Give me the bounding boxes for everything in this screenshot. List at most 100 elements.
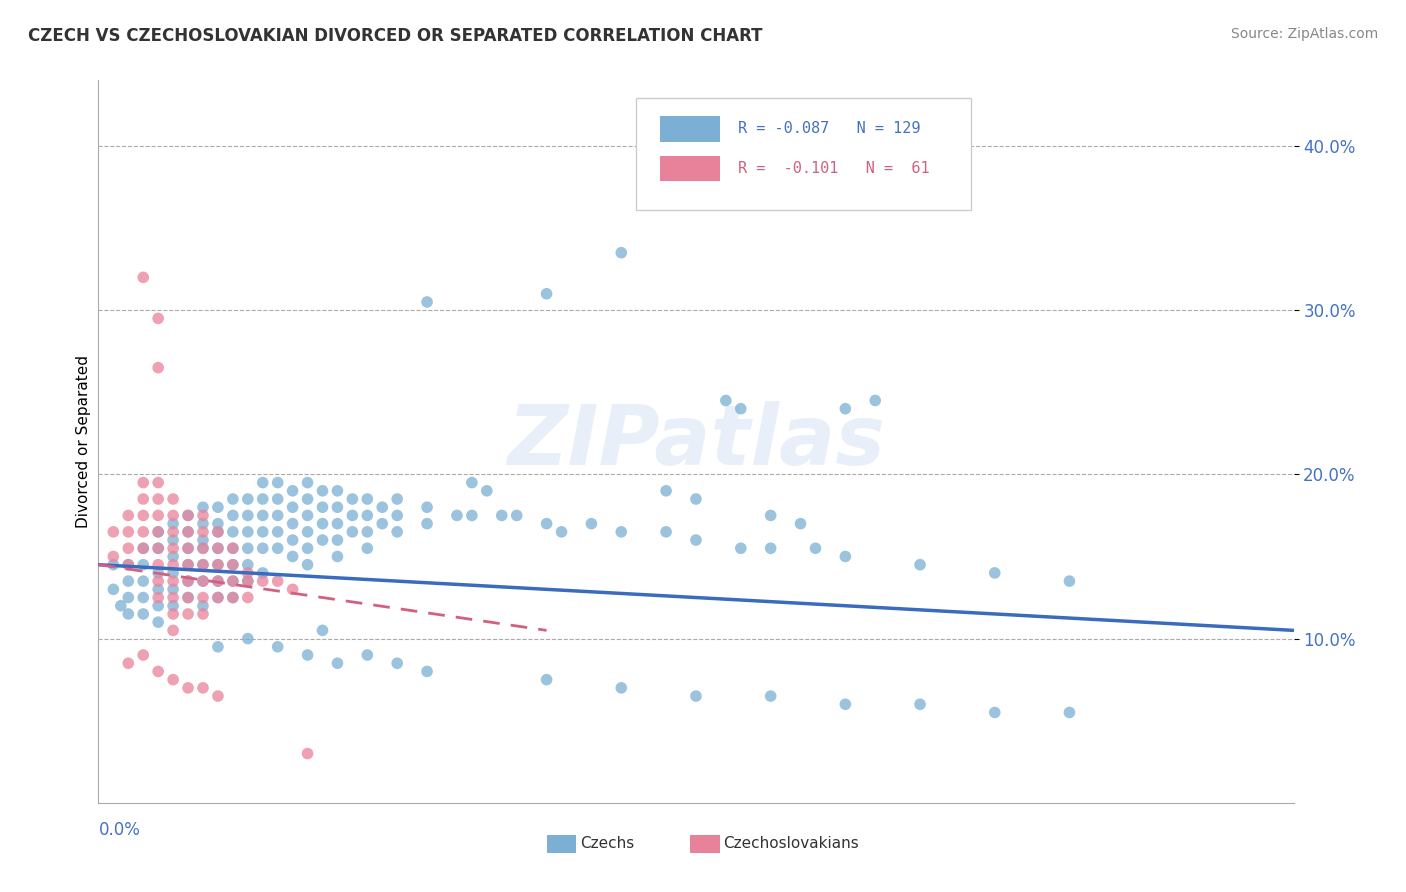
Point [385, 508, 409, 523]
Point [730, 541, 752, 556]
Point [207, 500, 229, 515]
Point [222, 541, 245, 556]
Point [103, 549, 125, 564]
Text: Czechoslovakians: Czechoslovakians [724, 837, 859, 852]
Point [148, 311, 170, 326]
Point [117, 607, 139, 621]
Point [207, 524, 229, 539]
Point [342, 491, 364, 506]
Point [297, 475, 319, 490]
Point [191, 558, 214, 572]
Point [461, 475, 484, 490]
Point [236, 524, 259, 539]
Point [252, 541, 274, 556]
Point [536, 516, 558, 531]
Point [236, 508, 259, 523]
Point [416, 665, 439, 679]
Point [132, 648, 155, 662]
Point [297, 558, 319, 572]
Point [297, 541, 319, 556]
Point [281, 483, 304, 498]
Point [356, 524, 378, 539]
Point [148, 541, 170, 556]
Point [342, 508, 364, 523]
Point [177, 607, 200, 621]
Point [177, 524, 200, 539]
Point [222, 558, 245, 572]
Point [177, 558, 200, 572]
Point [236, 574, 259, 588]
Point [162, 566, 184, 580]
Point [177, 574, 200, 588]
FancyBboxPatch shape [547, 835, 576, 854]
Point [267, 640, 290, 654]
FancyBboxPatch shape [690, 835, 720, 854]
Point [655, 483, 678, 498]
Point [207, 558, 229, 572]
Point [416, 295, 439, 310]
Point [132, 541, 155, 556]
Point [177, 591, 200, 605]
Point [281, 582, 304, 597]
Point [207, 541, 229, 556]
Point [326, 483, 349, 498]
Point [177, 574, 200, 588]
Point [252, 491, 274, 506]
Point [236, 632, 259, 646]
Point [311, 483, 333, 498]
Point [103, 524, 125, 539]
Point [207, 541, 229, 556]
Point [236, 574, 259, 588]
Point [834, 401, 856, 416]
Point [132, 591, 155, 605]
Point [103, 582, 125, 597]
Point [655, 524, 678, 539]
Point [132, 541, 155, 556]
Point [177, 541, 200, 556]
Point [222, 574, 245, 588]
Point [491, 508, 513, 523]
Point [162, 624, 184, 638]
Point [117, 558, 139, 572]
Point [730, 401, 752, 416]
Point [506, 508, 529, 523]
Y-axis label: Divorced or Separated: Divorced or Separated [76, 355, 91, 528]
Point [162, 591, 184, 605]
FancyBboxPatch shape [637, 98, 972, 211]
Point [162, 607, 184, 621]
Point [222, 591, 245, 605]
Point [236, 566, 259, 580]
Point [550, 524, 572, 539]
Point [252, 574, 274, 588]
Point [356, 541, 378, 556]
Point [148, 524, 170, 539]
Point [1059, 706, 1081, 720]
Point [326, 516, 349, 531]
Point [148, 491, 170, 506]
Point [236, 558, 259, 572]
Point [132, 607, 155, 621]
Point [132, 574, 155, 588]
Point [117, 524, 139, 539]
Point [177, 508, 200, 523]
Point [191, 574, 214, 588]
Point [117, 558, 139, 572]
Point [908, 698, 931, 712]
Point [148, 360, 170, 375]
Point [162, 516, 184, 531]
Point [222, 574, 245, 588]
Point [385, 657, 409, 671]
Point [446, 508, 468, 523]
Text: 0.0%: 0.0% [98, 821, 141, 838]
Point [191, 541, 214, 556]
Point [252, 566, 274, 580]
Point [191, 500, 214, 515]
Point [416, 500, 439, 515]
Point [610, 245, 633, 260]
Point [191, 591, 214, 605]
Point [252, 524, 274, 539]
Point [207, 591, 229, 605]
Point [834, 549, 856, 564]
Point [191, 508, 214, 523]
Point [984, 566, 1007, 580]
